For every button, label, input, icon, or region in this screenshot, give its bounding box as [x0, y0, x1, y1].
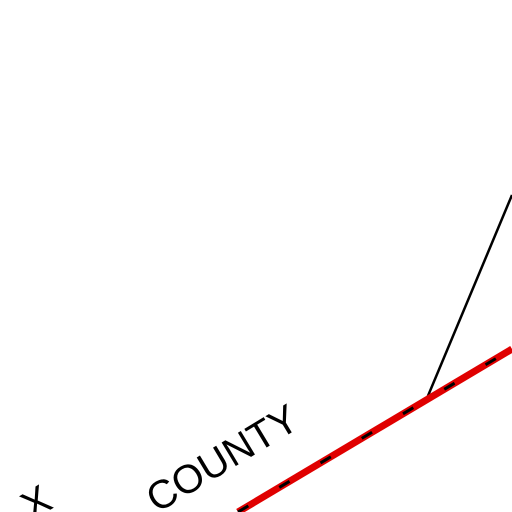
boundary-line	[423, 194, 512, 404]
road-dashes	[237, 347, 512, 512]
